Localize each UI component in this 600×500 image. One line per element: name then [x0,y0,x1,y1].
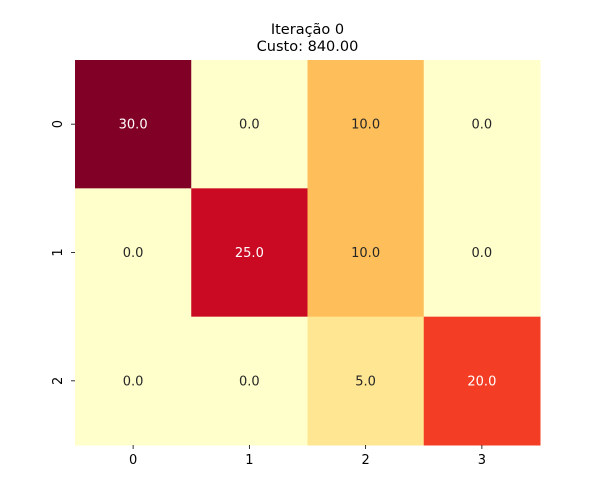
heatmap-cell-labels: 30.0 0.0 10.0 0.0 0.0 25.0 10.0 0.0 0.0 0.0 5.0 20.… [119,118,497,390]
heatmap-cell-label-r0-c0: 30.0 [119,118,148,133]
heatmap-cell-r0-c2 [307,60,425,189]
y-axis: 0 1 2 [51,120,75,385]
heatmap-cell-r1-c2 [307,188,425,318]
heatmap-cell-label-r2-c2: 5.0 [355,374,376,389]
heatmap-cell-label-r1-c2: 10.0 [351,246,380,261]
heatmap-cell-label-r2-c3: 20.0 [467,374,496,389]
heatmap-cell-r1-c0 [75,188,192,318]
heatmap-cell-label-r2-c1: 0.0 [239,374,260,389]
heatmap-cell-label-r2-c0: 0.0 [123,374,144,389]
chart-title-line-2: Custo: 840.00 [257,39,359,55]
heatmap-cell-label-r1-c0: 0.0 [123,246,144,261]
y-tick-label-1: 1 [51,248,66,256]
heatmap-cell-r0-c1 [191,60,308,189]
heatmap-cell-r0-c0 [75,60,192,189]
x-tick-label-0: 0 [129,453,137,468]
heatmap-cell-r2-c0 [75,316,192,446]
heatmap-cell-label-r0-c3: 0.0 [472,118,493,133]
heatmap-cell-label-r0-c1: 0.0 [239,118,260,133]
heatmap-cell-label-r1-c3: 0.0 [472,246,493,261]
heatmap-cell-r0-c3 [423,60,541,189]
heatmap-cell-label-r1-c1: 25.0 [235,246,264,261]
x-axis: 0 1 2 3 [129,445,486,468]
x-tick-label-1: 1 [245,453,253,468]
heatmap-cell-r2-c1 [191,316,308,446]
chart-title-line-1: Iteração 0 [271,22,344,38]
heatmap-cells [75,60,541,446]
heatmap-cell-r2-c3 [423,316,541,446]
y-tick-label-2: 2 [51,377,66,385]
x-tick-label-2: 2 [361,453,369,468]
heatmap-cell-r1-c1 [191,188,308,318]
heatmap-cell-label-r0-c2: 10.0 [351,118,380,133]
x-tick-label-3: 3 [478,453,486,468]
y-tick-label-0: 0 [51,120,66,128]
heatmap-cell-r1-c3 [423,188,541,318]
heatmap-cell-r2-c2 [307,316,425,446]
